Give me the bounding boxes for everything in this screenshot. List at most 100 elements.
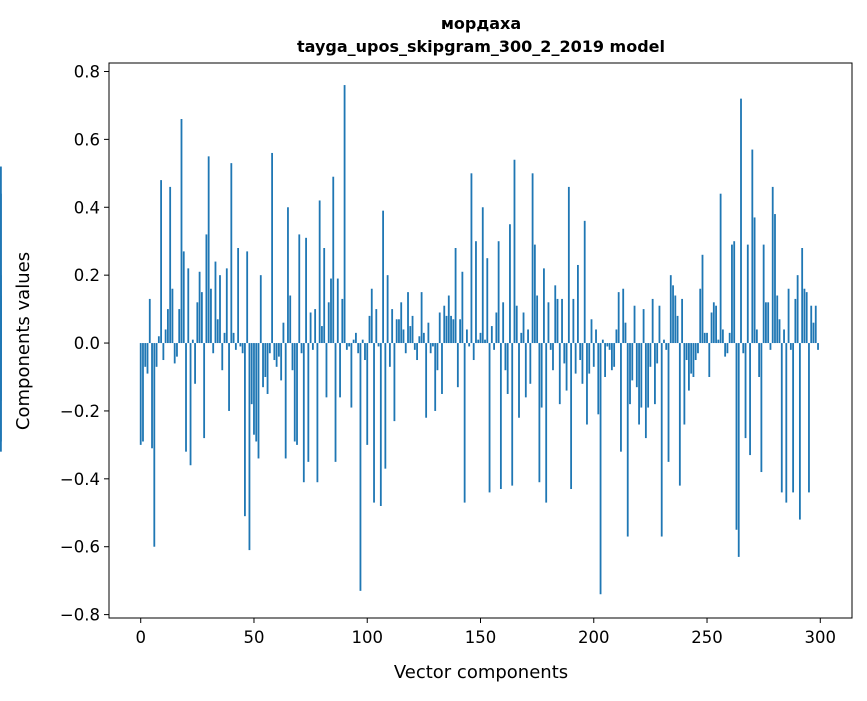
bar-component-164 — [511, 343, 514, 486]
bar-component-21 — [187, 268, 190, 344]
bar-component-127 — [427, 322, 430, 344]
bar-component-158 — [497, 241, 500, 344]
bar-component-129 — [432, 343, 434, 347]
bar-component-175 — [536, 295, 539, 344]
bar-component-13 — [169, 186, 172, 344]
bar-component-248 — [701, 254, 704, 344]
bar-component-143 — [463, 343, 466, 503]
bar-component-276 — [765, 302, 767, 344]
bar-component-98 — [361, 339, 364, 344]
bar-component-140 — [456, 343, 459, 388]
bar-component-22 — [189, 343, 192, 466]
bar-component-181 — [549, 343, 552, 350]
bar-component-255 — [717, 339, 720, 344]
bar-component-125 — [422, 332, 425, 344]
bar-component-257 — [721, 329, 724, 344]
bar-component-112 — [393, 343, 396, 422]
bar-component-210 — [615, 329, 618, 344]
bar-component-71 — [300, 343, 303, 354]
bar-component-252 — [710, 312, 713, 344]
bar-component-226 — [651, 298, 654, 344]
bar-component-67 — [291, 343, 294, 371]
bar-component-59 — [273, 343, 276, 361]
bar-component-154 — [488, 343, 491, 493]
bar-component-5 — [151, 343, 153, 449]
bar-component-35 — [219, 275, 221, 344]
bar-component-145 — [468, 343, 471, 347]
bar-component-54 — [262, 343, 264, 388]
bar-component-9 — [160, 180, 162, 344]
bar-component-23 — [191, 339, 194, 344]
bar-component-115 — [400, 302, 403, 344]
bar-component-243 — [690, 343, 693, 374]
bar-component-234 — [669, 275, 672, 344]
bar-component-192 — [574, 343, 577, 374]
bar-component-242 — [688, 343, 690, 391]
bar-component-36 — [221, 343, 224, 371]
bar-component-271 — [753, 217, 756, 344]
bar-component-293 — [803, 288, 806, 344]
bar-component-200 — [592, 343, 595, 367]
bar-component-105 — [377, 343, 380, 347]
bar-component-202 — [597, 343, 600, 415]
bar-component-186 — [561, 298, 563, 344]
bar-component-12 — [166, 309, 169, 344]
bar-component-97 — [359, 343, 362, 591]
bar-component-219 — [635, 343, 638, 388]
bar-component-205 — [604, 343, 606, 377]
bar-component-37 — [223, 332, 226, 344]
x-axis-ticks: 0 50 100 150 200 250 300 — [135, 618, 836, 647]
bar-component-100 — [366, 343, 369, 445]
bar-component-75 — [309, 312, 312, 344]
bar-component-93 — [350, 343, 353, 408]
bar-component-63 — [282, 322, 285, 344]
bar-component-18 — [180, 119, 183, 344]
bar-component-91 — [345, 343, 348, 350]
bar-component-101 — [368, 315, 371, 344]
x-tick-label: 100 — [351, 628, 383, 647]
bar-component-136 — [447, 295, 450, 344]
bar-component-272 — [755, 329, 758, 344]
bar-component-142 — [461, 271, 464, 344]
bar-component-247 — [699, 288, 702, 344]
bar-component-292 — [801, 248, 804, 344]
bar-component-102 — [370, 288, 373, 344]
chart-title-line2: tayga_upos_skipgram_300_2_2019 model — [297, 37, 665, 56]
bar-component-26 — [198, 271, 201, 344]
bar-component-207 — [608, 343, 611, 350]
bar-component-58 — [271, 152, 273, 344]
bar-component-66 — [289, 295, 292, 344]
bar-component-266 — [742, 343, 745, 354]
bar-component-196 — [583, 220, 586, 344]
bar-component-77 — [314, 309, 317, 344]
bar-component-132 — [438, 312, 441, 344]
x-tick-label: 250 — [691, 628, 723, 647]
bar-component-238 — [678, 343, 681, 486]
y-tick-label: 0.6 — [74, 130, 100, 149]
bar-component-233 — [667, 343, 670, 462]
bar-component-149 — [477, 339, 480, 344]
bar-component-68 — [293, 343, 296, 442]
bar-component-285 — [785, 343, 788, 503]
x-tick-label: 0 — [135, 628, 146, 647]
y-tick-label: 0.2 — [74, 266, 100, 285]
bar-component-104 — [375, 309, 378, 344]
bar-component-278 — [769, 343, 772, 350]
bar-component-237 — [676, 315, 679, 344]
bar-component-298 — [814, 305, 817, 344]
bar-component-153 — [486, 258, 489, 344]
bar-component-72 — [302, 343, 305, 483]
bars-group — [0, 85, 819, 595]
bar-component-289 — [794, 298, 797, 344]
bar-component-290 — [796, 275, 799, 344]
bar-component-187 — [563, 343, 566, 364]
bar-component-174 — [533, 244, 536, 344]
bar-component-150 — [479, 332, 482, 344]
bar-component-48 — [248, 343, 251, 551]
bar-component-183 — [554, 285, 557, 344]
bar-component-208 — [610, 343, 613, 371]
bar-component-217 — [631, 343, 634, 381]
bar-component-148 — [475, 241, 477, 344]
bar-component-258 — [724, 343, 727, 357]
bar-component-141 — [459, 319, 462, 344]
